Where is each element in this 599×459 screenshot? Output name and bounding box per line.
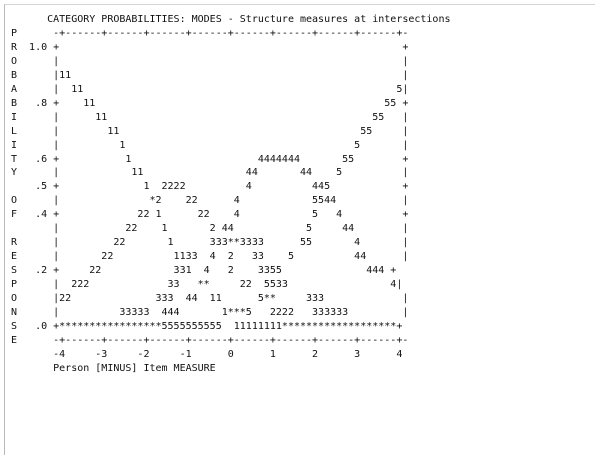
plot-row: O | *2 22 4 5544 | (11, 195, 409, 207)
plot-row: | 22 1 2 44 5 44 | (11, 223, 409, 235)
plot-row: L | 11 55 | (11, 125, 409, 137)
y-tick-.6: T .6 + 1 4444444 55 + (11, 153, 409, 165)
y-tick-.5: .5 + 1 2222 4 445 + (11, 181, 409, 193)
plot-row: R | 22 1 333**3333 55 4 | (11, 237, 409, 249)
top-axis-line: P -+------+------+------+------+------+-… (11, 27, 409, 39)
plot-row: N | 33333 444 1***5 2222 333333 | (11, 307, 409, 319)
category-probability-ascii-chart: CATEGORY PROBABILITIES: MODES - Structur… (11, 13, 451, 376)
plot-row: O | | (11, 55, 409, 67)
plot-row: I | 11 55 | (11, 111, 409, 123)
plot-row: I | 1 5 | (11, 139, 409, 151)
x-axis-label: Person [MINUS] Item MEASURE (11, 362, 216, 374)
plot-row: E | 22 1133 4 2 33 5 44 | (11, 251, 409, 263)
plot-row: B |11 | (11, 69, 409, 81)
plot-row: P | 222 33 ** 22 5533 4| (11, 279, 403, 291)
y-tick-1.0: R 1.0 + + (11, 41, 409, 53)
x-tick-labels: -4 -3 -2 -1 0 1 2 3 4 (11, 348, 403, 360)
plot-row: O |22 333 44 11 5** 333 | (11, 293, 409, 305)
plot-row: A | 11 5| (11, 83, 409, 95)
chart-title: CATEGORY PROBABILITIES: MODES - Structur… (11, 14, 451, 25)
plot-row: Y | 11 44 44 5 | (11, 167, 409, 179)
y-tick-.8: B .8 + 11 55 + (11, 97, 409, 109)
y-tick-.4: F .4 + 22 1 22 4 5 4 + (11, 209, 409, 221)
chart-panel: CATEGORY PROBABILITIES: MODES - Structur… (4, 4, 595, 455)
y-tick-.2: S .2 + 22 331 4 2 3355 444 + (11, 265, 397, 277)
bottom-axis-line: E -+------+------+------+------+------+-… (11, 334, 409, 346)
y-tick-.0: S .0 +*****************5555555555 111111… (11, 320, 403, 332)
